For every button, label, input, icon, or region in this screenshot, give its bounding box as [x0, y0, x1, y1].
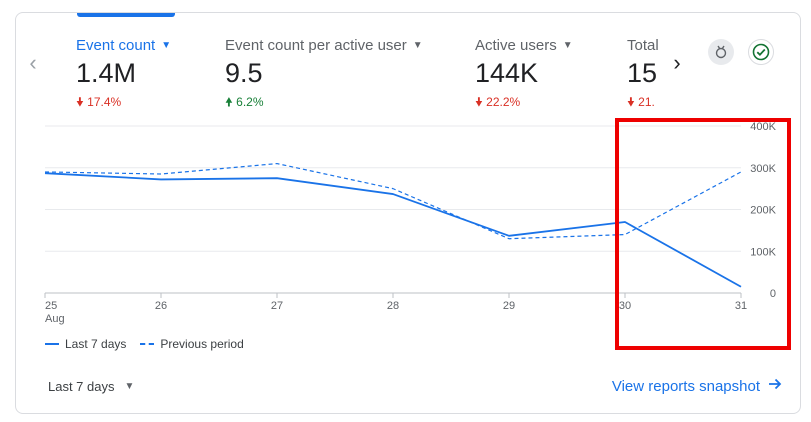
arrow-up-icon: 🠝	[225, 95, 233, 109]
arrow-down-icon: 🠟	[76, 95, 84, 109]
overview-card: ‹ Event count ▼ 1.4M 🠟 17.4% Event count …	[15, 12, 801, 414]
metric-value: 144K	[475, 58, 539, 88]
x-tick-label: 27	[271, 300, 283, 312]
chart-legend: Last 7 days Previous period	[45, 337, 244, 351]
snapshot-link-label: View reports snapshot	[611, 377, 760, 395]
metric-tabs: Event count ▼ 1.4M 🠟 17.4% Event count pe…	[16, 13, 666, 118]
legend-item-previous: Previous period	[140, 337, 244, 351]
chevron-right-icon[interactable]: ›	[673, 50, 681, 75]
insights-icon[interactable]	[708, 39, 734, 65]
metric-label: Total	[627, 37, 659, 54]
metric-change: 22.2%	[486, 95, 521, 109]
x-tick-label: 26	[155, 300, 167, 312]
metric-change: 17.4%	[87, 95, 122, 109]
metric-value: 9.5	[225, 58, 263, 88]
legend-swatch-dashed	[140, 343, 155, 345]
caret-down-icon: ▼	[124, 381, 135, 392]
legend-swatch-solid	[45, 343, 59, 345]
x-tick-label: 31	[735, 300, 747, 312]
arrow-right-icon	[768, 377, 782, 395]
metric-value: 1.4M	[76, 58, 137, 88]
metric-tab-event-count-per-user[interactable]: Event count per active user ▼ 9.5 🠝 6.2%	[225, 37, 423, 114]
check-circle-icon[interactable]	[748, 39, 774, 65]
y-tick-label: 400K	[750, 121, 776, 133]
arrow-down-icon: 🠟	[475, 95, 483, 109]
metric-label: Event count per active user	[225, 37, 407, 54]
view-reports-snapshot-link[interactable]: View reports snapshot	[612, 377, 782, 395]
x-tick-label: 30	[619, 300, 631, 312]
x-tick-label: 25	[45, 300, 57, 312]
x-tick-label: 28	[387, 300, 399, 312]
x-tick-label: 29	[503, 300, 515, 312]
y-tick-label: 300K	[750, 163, 776, 175]
x-tick-sublabel: Aug	[45, 313, 65, 325]
series-line-last-7-days	[44, 172, 742, 288]
metric-tab-total[interactable]: Total 15 🠟 21.	[627, 37, 659, 114]
metric-label: Event count	[76, 37, 156, 54]
legend-item-current: Last 7 days	[45, 337, 126, 351]
arrow-down-icon: 🠟	[627, 95, 635, 109]
y-tick-label: 0	[770, 288, 776, 300]
caret-down-icon: ▼	[161, 40, 172, 51]
metric-label: Active users	[475, 37, 557, 54]
chevron-left-icon[interactable]: ‹	[29, 50, 37, 75]
y-tick-label: 100K	[750, 246, 776, 258]
metric-change: 21.	[638, 95, 655, 109]
caret-down-icon: ▼	[412, 40, 423, 51]
metric-value: 15	[627, 58, 658, 88]
active-metric-indicator	[77, 13, 175, 17]
legend-label: Previous period	[160, 337, 244, 351]
date-range-dropdown[interactable]: Last 7 days ▼	[48, 379, 134, 394]
series-line-previous-period	[44, 162, 742, 240]
caret-down-icon: ▼	[562, 40, 573, 51]
metric-tab-event-count[interactable]: Event count ▼ 1.4M 🠟 17.4%	[76, 37, 171, 114]
metric-change: 6.2%	[236, 95, 264, 109]
metric-tab-active-users[interactable]: Active users ▼ 144K 🠟 22.2%	[475, 37, 573, 114]
y-tick-label: 200K	[750, 205, 776, 217]
date-range-label: Last 7 days	[48, 379, 115, 394]
legend-label: Last 7 days	[65, 337, 127, 351]
